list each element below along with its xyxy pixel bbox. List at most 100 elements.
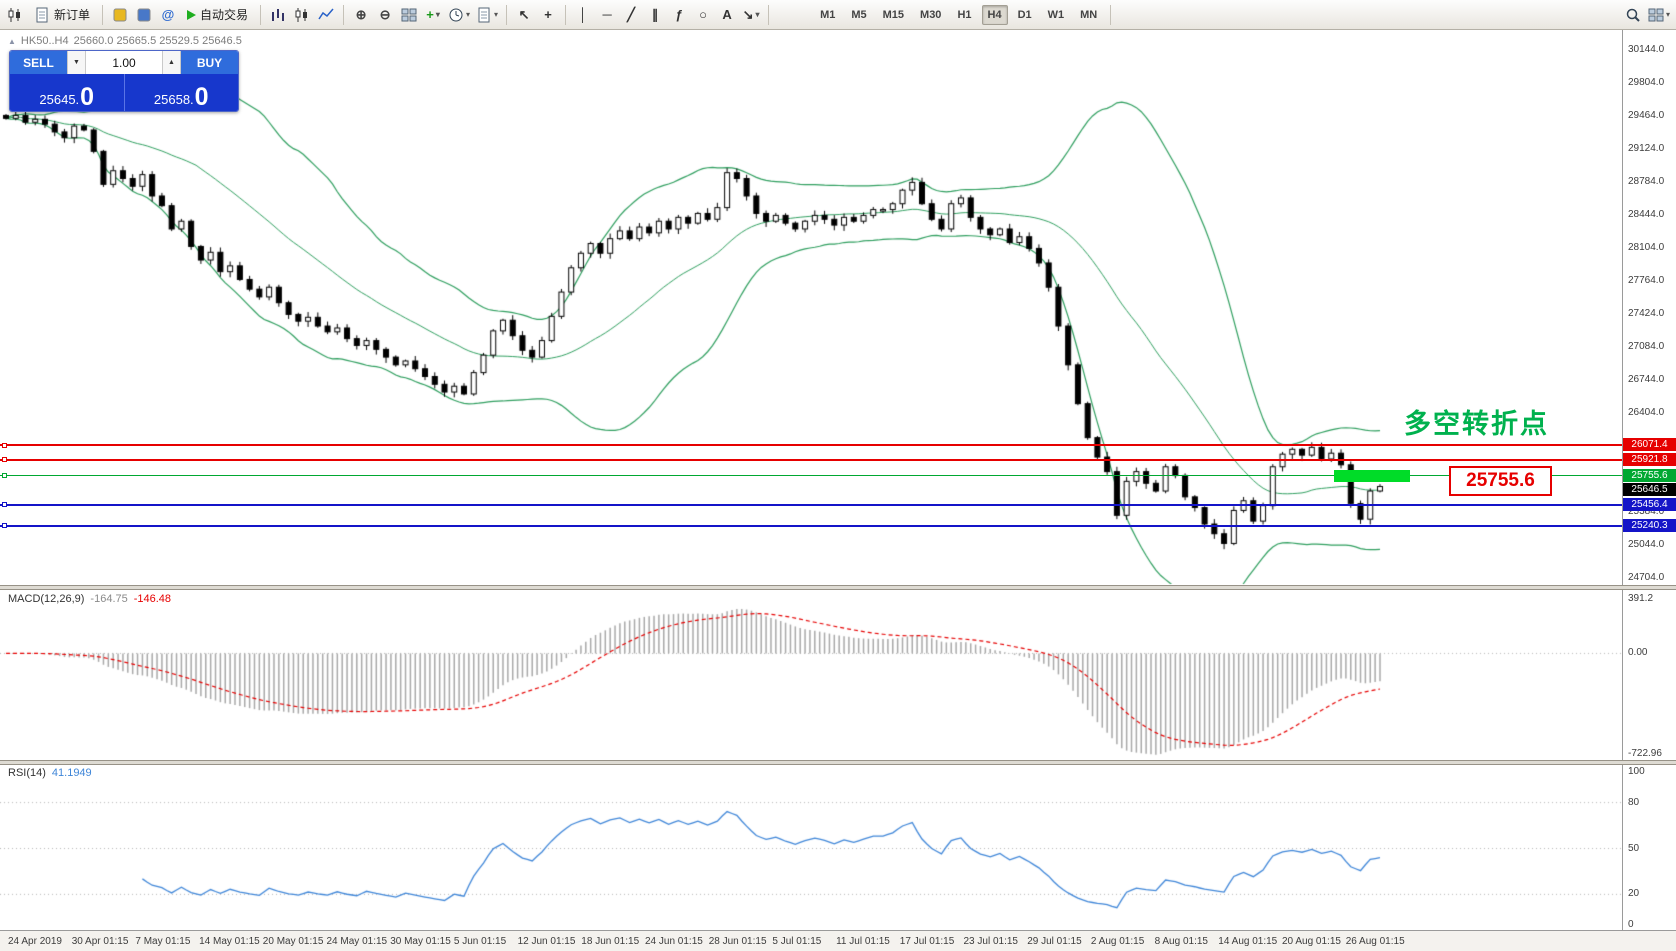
- price-tick-label: 26404.0: [1628, 407, 1665, 418]
- symbol-header: ▲ HK50..H4 25660.0 25665.5 25529.5 25646…: [8, 35, 242, 47]
- price-tick-label: 28444.0: [1628, 209, 1665, 220]
- chart-candles-icon[interactable]: [291, 4, 313, 26]
- time-label: 11 Jul 01:15: [836, 936, 890, 947]
- panel-splitter[interactable]: [0, 760, 1676, 765]
- autotrade-button[interactable]: 自动交易: [181, 4, 254, 26]
- timeframe-d1-button[interactable]: D1: [1017, 8, 1032, 21]
- price-tick-label: 27424.0: [1628, 308, 1665, 319]
- crosshair-icon[interactable]: +: [544, 7, 552, 22]
- buy-price-main: 25658.: [153, 92, 194, 107]
- price-tick-label: 27084.0: [1628, 341, 1665, 352]
- channel-icon[interactable]: ∥: [651, 6, 659, 22]
- volume-increase-button[interactable]: [162, 51, 181, 74]
- time-label: 24 May 01:15: [326, 936, 388, 947]
- text-icon[interactable]: A: [722, 7, 732, 22]
- buy-button[interactable]: BUY: [181, 51, 238, 74]
- timeframe-m5-button[interactable]: M5: [851, 8, 867, 21]
- horizontal-line-25240.3[interactable]: [0, 524, 1622, 527]
- time-label: 20 May 01:15: [262, 936, 324, 947]
- timeframe-m1-button[interactable]: M1: [820, 8, 836, 21]
- price-tag-26071.4: 26071.4: [1623, 438, 1676, 452]
- line-anchor-icon[interactable]: [2, 457, 7, 463]
- chart-layout-icon[interactable]: [1646, 4, 1672, 26]
- toolbar-separator: [565, 4, 567, 25]
- time-label: 5 Jul 01:15: [772, 936, 822, 947]
- sell-price-main: 25645.: [39, 92, 80, 107]
- cursor-icon[interactable]: ↖: [518, 6, 530, 22]
- line-anchor-icon[interactable]: [2, 502, 7, 508]
- vertical-line-icon[interactable]: │: [579, 7, 588, 22]
- volume-input[interactable]: 1.00: [86, 51, 162, 74]
- buy-price[interactable]: 25658. 0: [125, 74, 239, 111]
- horizontal-line-icon[interactable]: ─: [602, 7, 612, 22]
- time-label: 24 Jun 01:15: [645, 936, 703, 947]
- timeframe-w1-button[interactable]: W1: [1047, 8, 1065, 21]
- symbol-collapse-icon[interactable]: ▲: [8, 36, 16, 46]
- horizontal-line-25921.8[interactable]: [0, 458, 1622, 461]
- community-icon[interactable]: @: [161, 7, 175, 22]
- fibonacci-icon[interactable]: ƒ: [675, 7, 683, 22]
- horizontal-line-26071.4[interactable]: [0, 444, 1622, 447]
- macd-tick-label: 391.2: [1628, 593, 1654, 604]
- trendline-icon[interactable]: ╱: [627, 6, 635, 22]
- macd-signal-value: -146.48: [133, 593, 172, 605]
- time-label: 14 May 01:15: [199, 936, 260, 947]
- sell-price[interactable]: 25645. 0: [10, 74, 124, 111]
- zoom-out-icon[interactable]: ⊖: [379, 6, 391, 22]
- highlight-rectangle[interactable]: [1334, 470, 1410, 482]
- templates-icon[interactable]: [474, 4, 500, 26]
- shapes-icon[interactable]: ○: [699, 7, 707, 22]
- timeframe-m15-button[interactable]: M15: [882, 8, 905, 21]
- sell-price-big-digit: 0: [80, 83, 95, 111]
- new-order-button[interactable]: 新订单: [28, 4, 96, 26]
- autochartist-icon[interactable]: [109, 4, 131, 26]
- price-tick-label: 25044.0: [1628, 539, 1665, 550]
- horizontal-line-25456.4[interactable]: [0, 503, 1622, 506]
- price-tag-25921.8: 25921.8: [1623, 452, 1676, 466]
- toolbar-spacer: [775, 14, 811, 15]
- one-click-trading-panel: SELL 1.00 BUY 25645.0 25658.0: [9, 50, 239, 112]
- search-icon[interactable]: [1622, 4, 1644, 26]
- timeframe-m30-button[interactable]: M30: [920, 8, 942, 21]
- timeframe-mn-button[interactable]: MN: [1080, 8, 1098, 21]
- price-tag-25755.6: 25755.6: [1623, 468, 1676, 482]
- rsi-value: 41.1949: [51, 767, 92, 779]
- rsi-tick-label: 100: [1628, 766, 1645, 777]
- time-label: 26 Aug 01:15: [1345, 936, 1405, 947]
- one-click-divider: [123, 74, 125, 111]
- volume-decrease-button[interactable]: [67, 51, 86, 74]
- arrows-icon[interactable]: ↘: [740, 4, 762, 26]
- time-label: 29 Jul 01:15: [1027, 936, 1082, 947]
- macd-main-value: -164.75: [90, 593, 128, 605]
- price-tick-label: 30144.0: [1628, 44, 1665, 55]
- panel-splitter[interactable]: [0, 585, 1676, 590]
- symbol-title: HK50..H4: [20, 35, 69, 47]
- price-tick-label: 24704.0: [1628, 572, 1665, 583]
- toolbar-separator: [343, 4, 345, 25]
- line-anchor-icon[interactable]: [2, 523, 7, 529]
- time-label: 30 May 01:15: [390, 936, 451, 947]
- market-icon[interactable]: [133, 4, 155, 26]
- periods-icon[interactable]: [446, 4, 472, 26]
- turning-point-annotation[interactable]: 多空转折点: [1404, 409, 1549, 439]
- line-anchor-icon[interactable]: [2, 442, 7, 448]
- indicators-icon[interactable]: +: [422, 4, 444, 26]
- line-anchor-icon[interactable]: [2, 473, 7, 479]
- time-label: 2 Aug 01:15: [1090, 936, 1145, 947]
- toolbar-separator: [506, 4, 508, 25]
- chart-line-icon[interactable]: [315, 4, 337, 26]
- price-tick-label: 27764.0: [1628, 275, 1665, 286]
- timeframe-h4-button[interactable]: H4: [981, 4, 1008, 25]
- chart-bars-icon[interactable]: [267, 4, 289, 26]
- tile-windows-icon[interactable]: [398, 4, 420, 26]
- price-tick-label: 28104.0: [1628, 242, 1665, 253]
- sell-button[interactable]: SELL: [10, 51, 67, 74]
- zoom-in-icon[interactable]: ⊕: [355, 6, 367, 22]
- horizontal-line-25755.6[interactable]: [0, 475, 1622, 477]
- chart-window-icon[interactable]: [4, 4, 26, 26]
- price-callout[interactable]: 25755.6: [1449, 466, 1552, 496]
- toolbar-separator: [260, 4, 262, 25]
- rsi-name: RSI(14): [8, 767, 46, 779]
- rsi-tick-label: 0: [1628, 919, 1634, 930]
- timeframe-h1-button[interactable]: H1: [957, 8, 972, 21]
